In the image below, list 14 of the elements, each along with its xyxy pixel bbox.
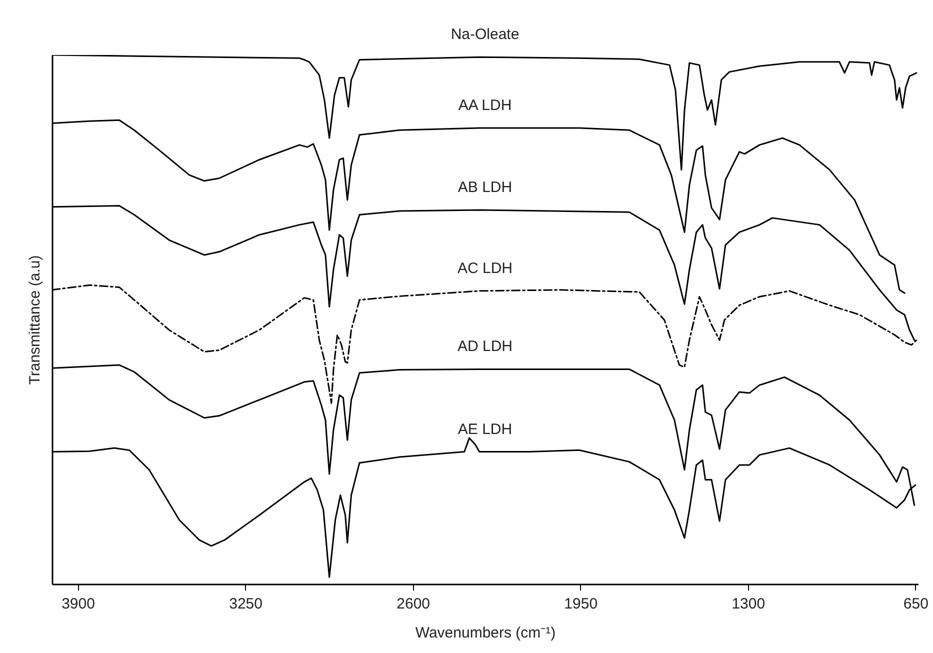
x-tick-label: 3250 <box>229 596 262 612</box>
series-label: AC LDH <box>457 260 513 277</box>
x-tick-label: 1300 <box>732 596 766 612</box>
series-label: AE LDH <box>458 420 512 438</box>
x-tick-label: 2600 <box>396 596 430 612</box>
x-axis-title: Wavenumbers (cm⁻¹) <box>415 624 556 642</box>
x-tick-label: 3900 <box>62 596 95 612</box>
y-axis-title: Transmittance (a.u) <box>26 255 44 385</box>
x-tick-label: 1950 <box>564 596 598 612</box>
series-label: Na-Oleate <box>450 26 520 44</box>
series-label: AA LDH <box>458 97 512 114</box>
x-tick-label: 650 <box>903 596 928 612</box>
series-label: AB LDH <box>458 178 512 196</box>
series-label: AD LDH <box>457 338 513 356</box>
